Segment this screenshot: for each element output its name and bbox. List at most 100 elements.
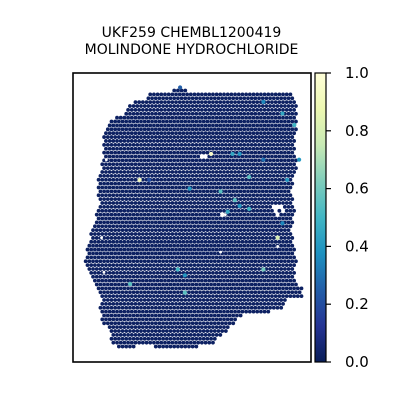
tissue-spot: [116, 251, 121, 256]
tissue-spot: [251, 224, 256, 229]
tissue-spot: [155, 340, 160, 345]
tissue-spot: [155, 301, 160, 306]
tissue-spot: [146, 212, 151, 217]
tissue-spot: [157, 313, 162, 318]
tissue-spot: [207, 115, 212, 120]
tissue-spot: [277, 263, 282, 267]
tissue-spot: [179, 313, 184, 318]
tissue-spot: [146, 111, 151, 116]
tissue-spot: [176, 158, 180, 163]
tissue-spot: [218, 92, 223, 97]
tissue-spot: [115, 325, 119, 330]
tissue-spot: [220, 282, 225, 287]
tissue-spot: [128, 336, 132, 341]
tissue-spot: [170, 270, 175, 275]
tissue-spot: [251, 247, 256, 252]
tissue-spot: [94, 259, 99, 264]
tissue-spot: [168, 205, 173, 209]
tissue-spot: [120, 127, 125, 132]
tissue-spot: [115, 201, 119, 205]
tissue-spot: [131, 267, 136, 271]
tissue-spot: [275, 259, 280, 264]
tissue-spot: [107, 177, 112, 182]
highlighted-spot: [237, 203, 242, 209]
tissue-spot: [201, 305, 206, 310]
tissue-spot: [157, 344, 162, 349]
tissue-spot: [240, 201, 245, 205]
tissue-spot: [155, 232, 160, 236]
tissue-spot: [220, 313, 225, 318]
tissue-spot: [196, 278, 201, 283]
tissue-spot: [170, 100, 175, 105]
tissue-spot: [299, 294, 304, 299]
tissue-spot: [282, 119, 287, 124]
tissue-spot: [179, 228, 184, 233]
tissue-spot: [203, 146, 208, 151]
tissue-spot: [168, 298, 173, 302]
tissue-spot: [229, 162, 234, 167]
tissue-spot: [120, 344, 125, 349]
tissue-spot: [225, 216, 230, 221]
tissue-spot: [152, 333, 156, 337]
tissue-spot: [218, 177, 223, 182]
tissue-spot: [216, 166, 221, 171]
tissue-spot: [247, 201, 252, 205]
tissue-spot: [201, 166, 206, 171]
tissue-spot: [260, 228, 265, 233]
tissue-spot: [257, 228, 261, 233]
tissue-spot: [268, 197, 273, 202]
tissue-spot: [113, 251, 118, 256]
tissue-spot: [137, 201, 142, 205]
tissue-spot: [270, 100, 274, 105]
tissue-spot: [152, 208, 156, 213]
tissue-spot: [214, 255, 219, 260]
tissue-spot: [281, 301, 285, 306]
tissue-spot: [240, 208, 245, 213]
tissue-spot: [185, 177, 190, 182]
tissue-spot: [231, 127, 236, 132]
tissue-spot: [231, 267, 236, 271]
tissue-spot: [231, 274, 236, 279]
tissue-spot: [133, 208, 138, 213]
tissue-spot: [172, 298, 177, 302]
tissue-spot: [207, 309, 212, 314]
tissue-spot: [275, 142, 280, 147]
tissue-spot: [152, 185, 156, 190]
tissue-spot: [118, 325, 123, 330]
tissue-spot: [209, 298, 214, 302]
tissue-spot: [260, 127, 265, 132]
tissue-spot: [251, 92, 256, 97]
tissue-spot: [233, 208, 237, 213]
tissue-spot: [109, 243, 114, 248]
tissue-spot: [231, 173, 236, 178]
tissue-spot: [218, 239, 223, 244]
tissue-spot: [179, 259, 184, 264]
tissue-spot: [153, 173, 158, 178]
tissue-spot: [227, 236, 232, 240]
tissue-spot: [284, 108, 289, 112]
tissue-spot: [177, 294, 182, 299]
tissue-spot: [113, 181, 118, 186]
tissue-spot: [105, 228, 110, 233]
tissue-spot: [163, 100, 167, 105]
tissue-spot: [199, 247, 204, 252]
tissue-spot: [211, 146, 215, 151]
tissue-spot: [177, 131, 182, 136]
tissue-spot: [238, 313, 243, 318]
tissue-spot: [183, 104, 188, 108]
tissue-spot: [199, 131, 204, 136]
tissue-spot: [207, 232, 212, 236]
tissue-spot: [135, 166, 140, 171]
tissue-spot: [288, 201, 293, 205]
tissue-spot: [174, 255, 178, 260]
tissue-spot: [281, 286, 285, 291]
tissue-spot: [157, 282, 162, 287]
tissue-spot: [120, 290, 125, 295]
tissue-spot: [164, 259, 169, 264]
tissue-spot: [122, 255, 127, 260]
tissue-spot: [133, 115, 138, 120]
tissue-spot: [116, 243, 121, 248]
tissue-spot: [281, 123, 285, 128]
tissue-spot: [286, 96, 291, 101]
tissue-spot: [264, 212, 269, 217]
